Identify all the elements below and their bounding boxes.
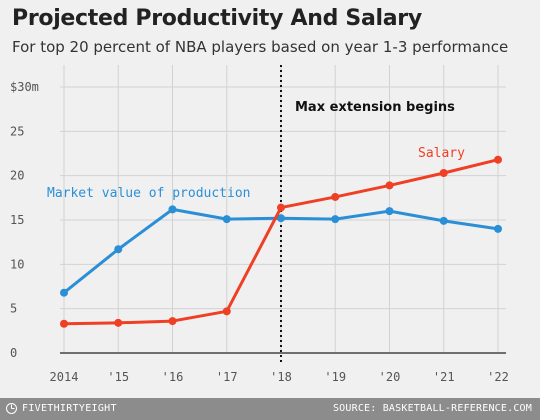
x-tick-label: '22 [487, 370, 509, 384]
salary-point [277, 203, 285, 212]
footer-bar: FIVETHIRTYEIGHT SOURCE: BASKETBALL-REFER… [0, 398, 540, 420]
x-tick-label: 2014 [50, 370, 79, 384]
salary-series-label: Salary [418, 146, 465, 161]
market-value-point [168, 205, 177, 214]
market-value-point [494, 224, 502, 233]
y-tick-label: $30m [10, 80, 39, 94]
x-tick-label: '20 [379, 370, 401, 384]
salary-point [331, 192, 340, 201]
source-credit: SOURCE: BASKETBALL-REFERENCE.COM [332, 403, 532, 414]
y-tick-label: 0 [10, 346, 17, 360]
salary-point [114, 318, 123, 327]
y-tick-label: 20 [10, 169, 24, 183]
market-value-point [114, 245, 123, 254]
market-value-point [439, 216, 448, 225]
y-tick-label: 15 [10, 213, 24, 227]
market-value-point [277, 214, 285, 223]
max-extension-annotation: Max extension begins [295, 100, 455, 115]
market-value-point [222, 215, 231, 224]
salary-point [385, 181, 394, 190]
x-tick-label: '15 [107, 370, 129, 384]
y-tick-label: 25 [10, 124, 24, 138]
chart-subtitle: For top 20 percent of NBA players based … [12, 38, 509, 56]
fivethirtyeight-logo-icon [6, 403, 17, 414]
salary-point [494, 155, 502, 164]
salary-point [168, 317, 177, 326]
salary-point [439, 169, 448, 178]
x-tick-label: '21 [433, 370, 455, 384]
market-value-point [331, 215, 340, 224]
salary-point [60, 319, 68, 328]
x-tick-label: '18 [270, 370, 292, 384]
y-tick-label: 5 [10, 302, 17, 316]
y-tick-label: 10 [10, 257, 24, 271]
brand-name: FIVETHIRTYEIGHT [22, 403, 117, 414]
market-value-point [385, 207, 394, 216]
chart-title: Projected Productivity And Salary [12, 6, 422, 31]
x-tick-label: '19 [324, 370, 346, 384]
x-tick-label: '17 [216, 370, 238, 384]
x-tick-label: '16 [162, 370, 184, 384]
salary-point [222, 307, 231, 316]
market-value-point [60, 288, 68, 297]
market-value-series-label: Market value of production [47, 186, 251, 201]
